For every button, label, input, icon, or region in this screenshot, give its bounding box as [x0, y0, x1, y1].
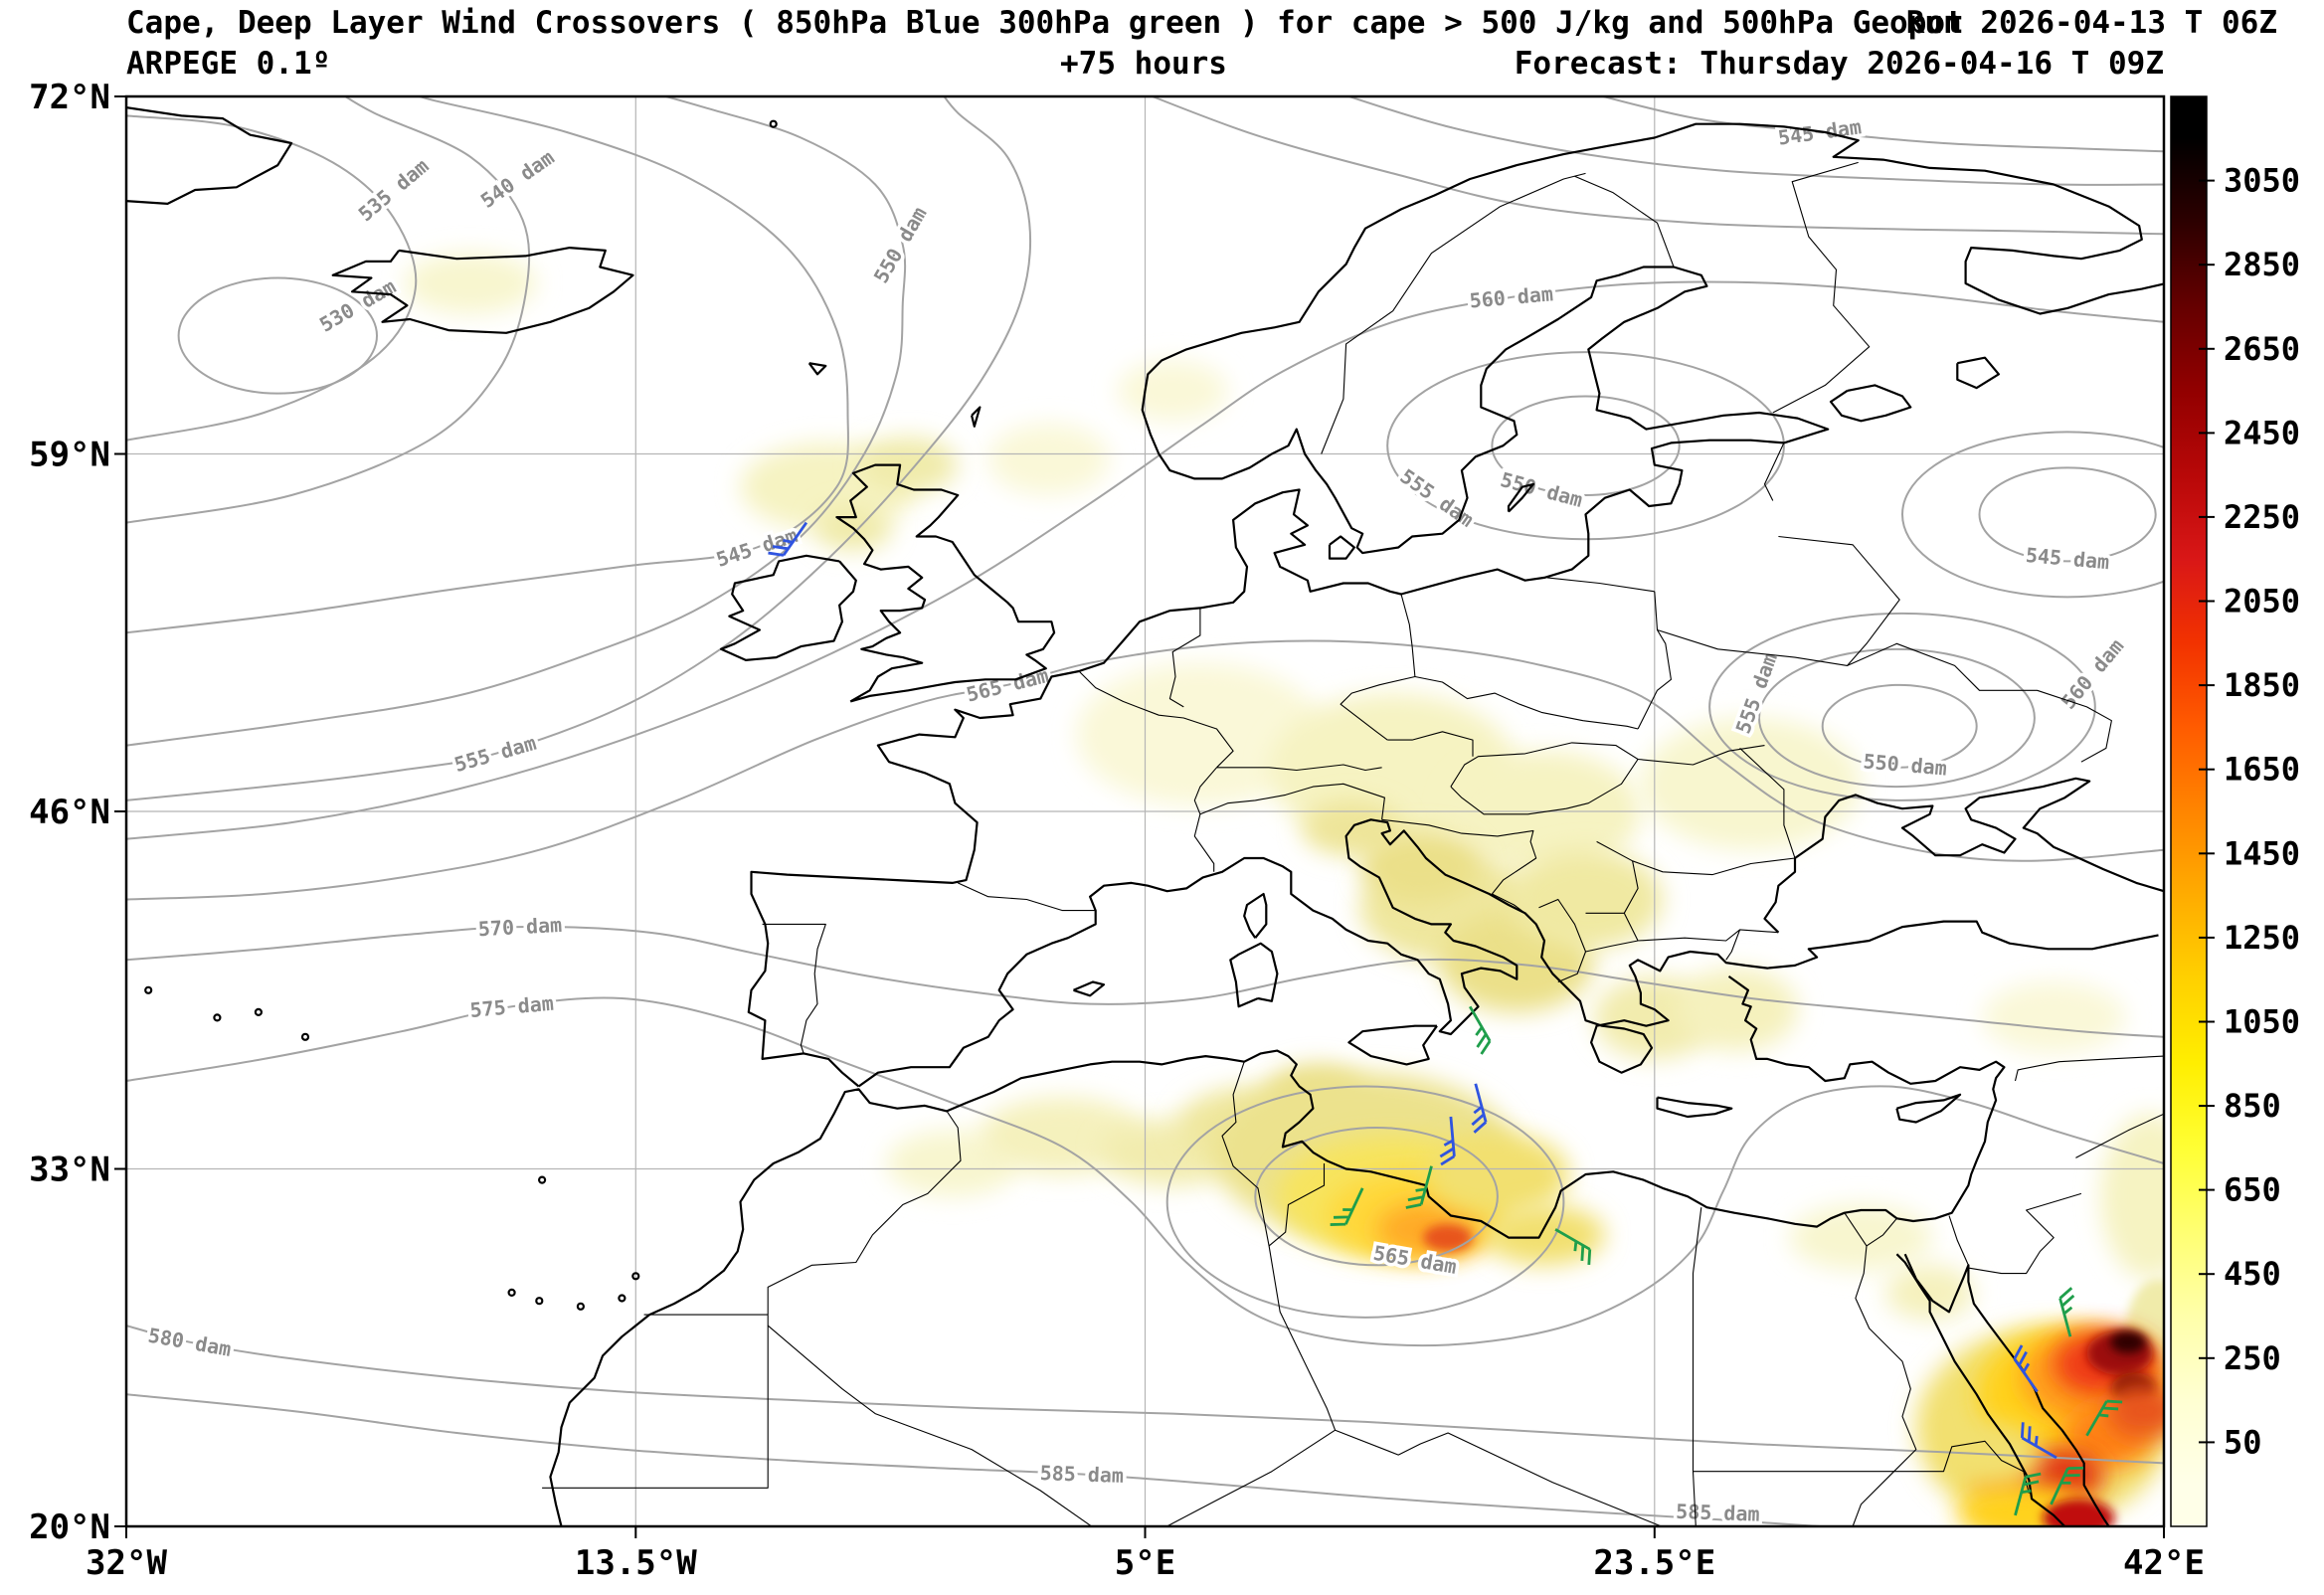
wind-barb-300hPa [1405, 1165, 1433, 1209]
colorbar-gradient [2170, 95, 2208, 1527]
colorbar: 3050 2850 2650 2450 2250 2050 1850 1650 1450 1250… [2170, 95, 2300, 1527]
cape-region [1640, 717, 1862, 850]
cape-region [404, 253, 537, 314]
contour-label: 535 dam [354, 154, 434, 227]
cape-region [1423, 1223, 1473, 1252]
contour-label: 575 dam [469, 991, 555, 1022]
contour-label: 550 dam [1498, 467, 1585, 512]
y-tick-label: 20°N [29, 1507, 110, 1547]
contour-label: 570 dam [477, 913, 562, 941]
nile-river [1844, 1212, 1897, 1247]
colorbar-tick-label: 3050 [2224, 162, 2300, 200]
contour-label: 540 dam [476, 145, 559, 213]
colorbar-tick-label: 50 [2224, 1423, 2262, 1461]
lead-label: +75 hours [1060, 46, 1227, 82]
contour-label: 550 dam [869, 203, 932, 287]
cape-region [2110, 1330, 2146, 1353]
colorbar-tick-label: 2250 [2224, 498, 2300, 536]
cape-region [1982, 981, 2126, 1054]
x-tick-label: 23.5°E [1593, 1543, 1715, 1583]
coastlines [126, 106, 2164, 1526]
wind-barb-850hPa [1471, 1083, 1488, 1134]
x-tick-label: 13.5°W [575, 1543, 697, 1583]
wind-barb-850hPa [2013, 1344, 2039, 1393]
contour-label: 555 dam [1396, 464, 1479, 532]
graticule [126, 96, 2164, 1526]
wind-barb-300hPa [2058, 1287, 2075, 1337]
nile-river [1852, 1245, 1917, 1526]
contour-label: 560 dam [2056, 634, 2129, 714]
contour-label: 530 dam [315, 274, 400, 337]
wind-barb-300hPa [2050, 1466, 2084, 1506]
colorbar-tick-label: 2650 [2224, 330, 2300, 368]
cape-region [2100, 1114, 2164, 1280]
cape-region [1076, 662, 1325, 806]
colorbar-tick-label: 850 [2224, 1087, 2281, 1125]
x-tick-label: 32°W [86, 1543, 167, 1583]
axis-ticks [114, 95, 2165, 1538]
wind-barb-300hPa [1468, 1005, 1492, 1055]
chart-title: Cape, Deep Layer Wind Crossovers ( 850hP… [126, 5, 1964, 41]
colorbar-tick-label: 250 [2224, 1339, 2281, 1377]
colorbar-tick-label: 2450 [2224, 414, 2300, 451]
wind-barbs [768, 521, 2123, 1516]
y-tick-label: 59°N [29, 436, 110, 475]
colorbar-tick-label: 1250 [2224, 919, 2300, 957]
cape-region [1676, 968, 1798, 1051]
cape-region [1509, 849, 1663, 950]
country-borders [542, 161, 2164, 1526]
colorbar-tick-label: 2050 [2224, 583, 2300, 620]
wind-barb-300hPa [1330, 1187, 1364, 1226]
y-tick-label: 72°N [29, 78, 110, 117]
contour-label: 545 dam [2025, 543, 2110, 574]
cape-region [987, 424, 1110, 495]
contour-label: 560 dam [1469, 281, 1554, 312]
y-axis-labels: 72°N 59°N 46°N 33°N 20°N [29, 78, 110, 1547]
contour-label: 585 dam [1039, 1461, 1124, 1488]
contour-label: 580 dam [146, 1324, 233, 1361]
colorbar-tick-label: 1650 [2224, 751, 2300, 789]
x-tick-label: 5°E [1115, 1543, 1175, 1583]
colorbar-tick-label: 1450 [2224, 834, 2300, 872]
colorbar-tick-label: 1050 [2224, 1003, 2300, 1041]
contour-label: 550 dam [1863, 749, 1948, 780]
colorbar-tick-label: 450 [2224, 1255, 2281, 1293]
cape-region [1117, 360, 1228, 422]
valid-label: Forecast: Thursday 2026-04-16 T 09Z [1514, 46, 2164, 82]
wind-barb-300hPa [1554, 1228, 1592, 1266]
wind-barb-300hPa [2014, 1472, 2042, 1516]
contour-label: 585 dam [1676, 1500, 1760, 1526]
y-tick-label: 46°N [29, 793, 110, 832]
wind-barb-850hPa [768, 521, 808, 557]
run-label: Run 2026-04-13 T 06Z [1905, 5, 2277, 41]
cape-region [1359, 830, 1482, 903]
cape-region [2105, 1383, 2164, 1439]
geopotential-contours [126, 96, 2164, 1526]
colorbar-tick-label: 1850 [2224, 666, 2300, 704]
wind-barb-850hPa [1439, 1116, 1456, 1166]
x-tick-label: 42°E [2123, 1543, 2205, 1583]
model-label: ARPEGE 0.1º [126, 46, 331, 82]
x-axis-labels: 32°W 13.5°W 5°E 23.5°E 42°E [86, 1543, 2205, 1583]
y-tick-label: 33°N [29, 1151, 110, 1190]
colorbar-tick-label: 650 [2224, 1171, 2281, 1209]
wind-barb-850hPa [2020, 1422, 2057, 1460]
colorbar-tick-label: 2850 [2224, 246, 2300, 283]
cape-region [858, 437, 959, 493]
cape-region [1425, 1133, 1569, 1216]
wind-barb-300hPa [2085, 1399, 2123, 1437]
